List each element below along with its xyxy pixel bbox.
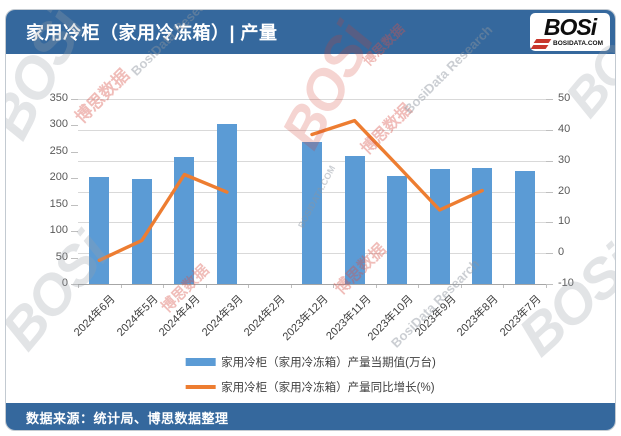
- right-axis-tick: [546, 191, 553, 193]
- left-axis-tick-label: 150: [49, 197, 68, 210]
- legend-bar-swatch-icon: [185, 358, 216, 366]
- chart-plot-area: 家用冷柜（家用冷冻箱）产量当期值(万台) 家用冷柜（家用冷冻箱）产量同比增长(%)…: [6, 54, 615, 403]
- bar: [514, 170, 535, 284]
- right-axis-tick: [546, 222, 553, 224]
- growth-line: [97, 118, 484, 263]
- x-axis-tick: [205, 284, 207, 288]
- bar: [387, 176, 408, 284]
- x-axis-tick: [503, 284, 505, 288]
- left-axis-tick: [71, 231, 78, 233]
- left-axis-tick-label: 200: [49, 171, 68, 184]
- left-axis-tick: [71, 284, 78, 285]
- right-axis-tick-label: 40: [558, 122, 571, 135]
- gridline: [78, 99, 546, 100]
- right-axis-tick: [546, 129, 553, 131]
- legend-item: 家用冷柜（家用冷冻箱）产量当期值(万台): [185, 354, 436, 370]
- x-axis-tick: [163, 284, 165, 288]
- data-source-text: 数据来源：统计局、博思数据整理: [26, 411, 229, 426]
- bosi-logo-domain: BOSIDATA.COM: [553, 40, 603, 47]
- left-axis-tick: [71, 125, 78, 127]
- left-axis-tick-label: 100: [49, 224, 68, 237]
- x-axis-tick: [546, 284, 547, 288]
- left-axis-tick-label: 300: [49, 118, 68, 131]
- left-axis-tick-label: 350: [49, 92, 68, 104]
- right-axis-tick-label: 50: [558, 92, 571, 104]
- x-axis-tick: [248, 284, 250, 288]
- left-axis-tick: [71, 204, 78, 206]
- left-axis-tick-label: 0: [61, 277, 68, 289]
- x-axis-tick: [418, 284, 420, 288]
- x-axis-tick: [333, 284, 335, 288]
- right-axis-tick: [546, 253, 553, 255]
- left-axis-tick-label: 50: [55, 250, 68, 263]
- left-axis-tick: [71, 151, 78, 153]
- bar: [344, 156, 365, 284]
- bosi-logo-text: BOSi: [543, 14, 597, 40]
- right-axis-tick-label: 0: [558, 246, 565, 259]
- bar: [216, 124, 237, 284]
- right-axis-tick-label: 20: [558, 184, 571, 197]
- legend-label: 家用冷柜（家用冷冻箱）产量当期值(万台): [221, 357, 436, 369]
- header-bar: 家用冷柜（家用冷冻箱）| 产量 BOSi BOSIDATA.COM: [6, 10, 615, 54]
- bar: [174, 157, 195, 284]
- legend-line-swatch-icon: [185, 385, 216, 389]
- x-axis-tick: [375, 284, 377, 288]
- bar: [429, 169, 450, 284]
- right-axis-tick-label: 10: [558, 215, 571, 228]
- bar: [472, 168, 493, 284]
- bar: [131, 178, 152, 284]
- logo-stripe-icon: [533, 39, 552, 43]
- left-axis-tick: [71, 257, 78, 259]
- legend-item: 家用冷柜（家用冷冻箱）产量同比增长(%): [185, 379, 436, 395]
- right-axis-tick: [546, 99, 553, 100]
- left-axis-tick: [71, 178, 78, 180]
- right-axis-tick-label: -10: [558, 277, 574, 289]
- page-title: 家用冷柜（家用冷冻箱）| 产量: [26, 23, 278, 43]
- x-axis-line: [78, 284, 546, 285]
- x-axis-tick: [290, 284, 292, 288]
- x-axis-tick: [120, 284, 122, 288]
- chart-legend: 家用冷柜（家用冷冻箱）产量当期值(万台) 家用冷柜（家用冷冻箱）产量同比增长(%): [185, 354, 436, 404]
- footer-bar: 数据来源：统计局、博思数据整理: [6, 403, 615, 430]
- right-axis-tick-label: 30: [558, 153, 571, 166]
- bosi-logo: BOSi BOSIDATA.COM: [530, 13, 610, 51]
- gridline: [78, 129, 546, 131]
- right-axis-tick: [546, 160, 553, 162]
- x-axis-tick: [460, 284, 462, 288]
- left-axis-tick: [71, 99, 78, 100]
- logo-stripe-icon: [530, 45, 549, 49]
- bar: [302, 141, 322, 284]
- right-axis-tick: [546, 284, 553, 285]
- x-axis-tick: [78, 284, 79, 288]
- legend-label: 家用冷柜（家用冷冻箱）产量同比增长(%): [221, 382, 435, 394]
- left-axis-tick-label: 250: [49, 144, 68, 157]
- chart-card: 家用冷柜（家用冷冻箱）| 产量 BOSi BOSIDATA.COM 家用冷柜（家…: [5, 9, 616, 431]
